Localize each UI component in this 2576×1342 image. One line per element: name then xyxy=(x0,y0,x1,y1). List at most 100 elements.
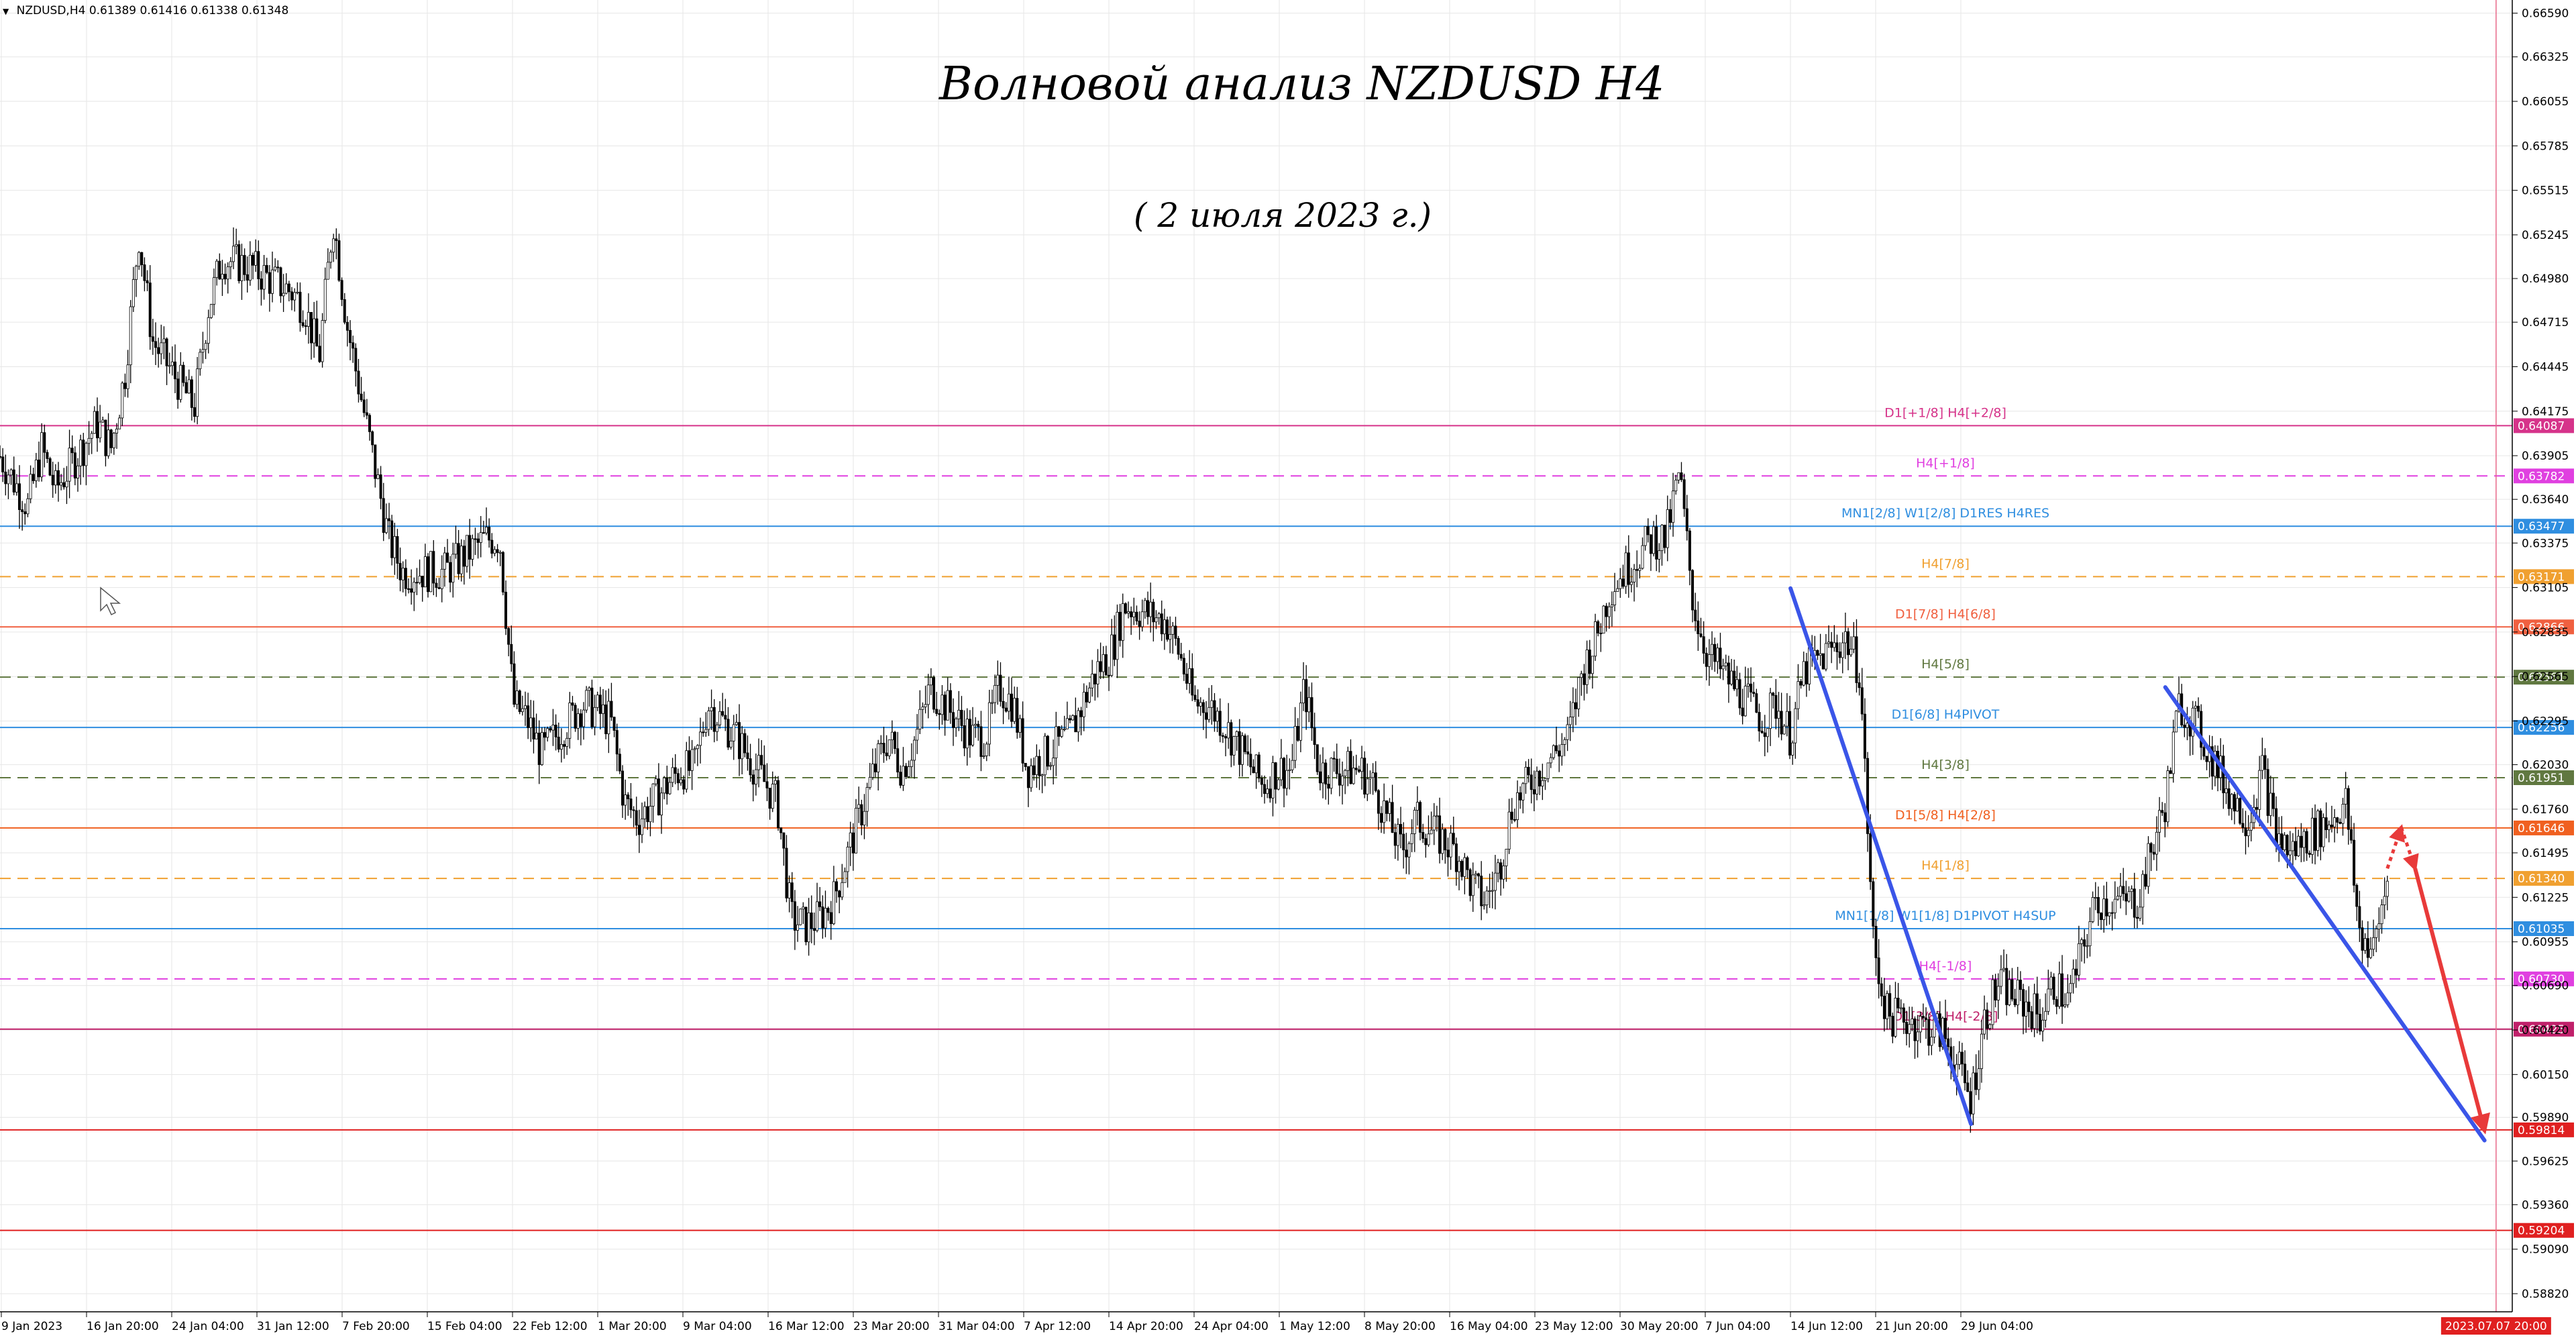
price-axis-label: 0.64980 xyxy=(2522,272,2569,286)
candle-body xyxy=(1240,735,1244,765)
candle-body xyxy=(1383,801,1386,823)
candle-body xyxy=(1772,692,1775,696)
candle-body xyxy=(1230,722,1233,756)
candle-body xyxy=(9,469,13,476)
candle-body xyxy=(179,364,182,400)
candle-body xyxy=(1980,1033,1983,1070)
candle-body xyxy=(1127,611,1130,614)
time-axis-label: 23 May 12:00 xyxy=(1535,1320,1613,1333)
candle-body xyxy=(1536,770,1539,794)
candle-body xyxy=(680,779,683,784)
level-label: H4[1/8] xyxy=(1921,858,1970,873)
candle-body xyxy=(535,732,538,739)
candle-body xyxy=(1824,643,1827,670)
price-axis-label: 0.65245 xyxy=(2522,229,2569,242)
candle-body xyxy=(913,739,916,761)
candle-body xyxy=(1466,857,1469,870)
candle-body xyxy=(790,882,794,902)
candle-body xyxy=(1668,509,1672,523)
candle-body xyxy=(1252,766,1255,774)
candle-body xyxy=(1497,862,1500,874)
candle-body xyxy=(2080,939,2084,944)
candle-body xyxy=(2233,794,2236,812)
candle-body xyxy=(1694,609,1697,621)
candle-body xyxy=(1016,698,1019,733)
candle-body xyxy=(345,321,349,331)
candle-body xyxy=(2074,968,2078,976)
candle-body xyxy=(921,707,924,710)
time-axis-label: 8 May 20:00 xyxy=(1364,1320,1436,1333)
candle-body xyxy=(2163,812,2167,823)
candle-body xyxy=(596,694,599,708)
candle-body xyxy=(1360,758,1364,772)
candle-body xyxy=(93,411,96,434)
candle-body xyxy=(576,713,580,729)
candle-body xyxy=(546,728,549,738)
candle-body xyxy=(579,713,582,727)
candle-body xyxy=(671,767,674,783)
candle-body xyxy=(1313,727,1316,745)
candle-body xyxy=(218,260,221,280)
candle-body xyxy=(1399,824,1403,835)
candle-body xyxy=(1852,636,1856,650)
candle-body xyxy=(466,535,469,567)
candle-body xyxy=(1766,728,1769,737)
candle-body xyxy=(1841,642,1844,658)
candle-body xyxy=(1560,744,1564,757)
candle-body xyxy=(207,317,210,344)
candle-body xyxy=(963,725,966,749)
level-label: MN1[1/8] W1[1/8] D1PIVOT H4SUP xyxy=(1835,909,2055,923)
candle-body xyxy=(2266,769,2269,816)
candle-body xyxy=(1441,829,1444,854)
candle-body xyxy=(1925,1017,1928,1020)
candle-body xyxy=(1944,1017,1947,1039)
candle-body xyxy=(994,684,997,703)
low-value: 0.61338 xyxy=(191,4,238,17)
candle-body xyxy=(79,440,83,466)
price-axis-label: 0.61760 xyxy=(2522,803,2569,817)
candle-body xyxy=(1702,636,1705,654)
candle-body xyxy=(32,474,35,481)
candle-body xyxy=(602,704,605,714)
candle-body xyxy=(537,732,541,766)
price-tag-bg xyxy=(2514,1021,2574,1037)
candle-body xyxy=(1021,718,1024,764)
candle-body xyxy=(1821,653,1825,670)
candle-body xyxy=(1738,679,1741,709)
candle-body xyxy=(1805,661,1808,684)
candle-body xyxy=(1477,873,1481,876)
candle-body xyxy=(1905,1022,1909,1034)
dropdown-triangle-icon[interactable]: ▼ xyxy=(3,7,9,16)
candle-body xyxy=(559,743,563,750)
candle-body xyxy=(1524,766,1527,784)
candle-body xyxy=(532,717,535,739)
candle-body xyxy=(182,364,185,383)
candle-body xyxy=(2057,973,2061,1007)
candle-body xyxy=(279,267,282,297)
candle-body xyxy=(610,701,613,718)
time-axis-label: 24 Apr 04:00 xyxy=(1194,1320,1269,1333)
candle-body xyxy=(2127,891,2131,902)
candle-body xyxy=(1118,611,1122,641)
candle-body xyxy=(754,769,757,785)
candle-body xyxy=(785,847,788,898)
candle-body xyxy=(2369,949,2372,958)
time-axis-label: 1 Mar 20:00 xyxy=(598,1320,667,1333)
candle-body xyxy=(849,832,852,847)
time-axis-label: 16 Mar 12:00 xyxy=(768,1320,845,1333)
candle-body xyxy=(290,291,294,301)
candle-body xyxy=(1010,693,1014,722)
candle-body xyxy=(851,832,855,854)
candle-body xyxy=(2022,989,2025,1017)
candle-body xyxy=(209,304,213,318)
price-axis-label: 0.59625 xyxy=(2522,1155,2569,1168)
candle-body xyxy=(949,690,952,713)
candle-body xyxy=(2327,824,2330,831)
candle-body xyxy=(2155,831,2158,855)
candle-body xyxy=(1263,784,1267,794)
candle-body xyxy=(323,278,327,321)
candle-body xyxy=(1307,697,1311,713)
